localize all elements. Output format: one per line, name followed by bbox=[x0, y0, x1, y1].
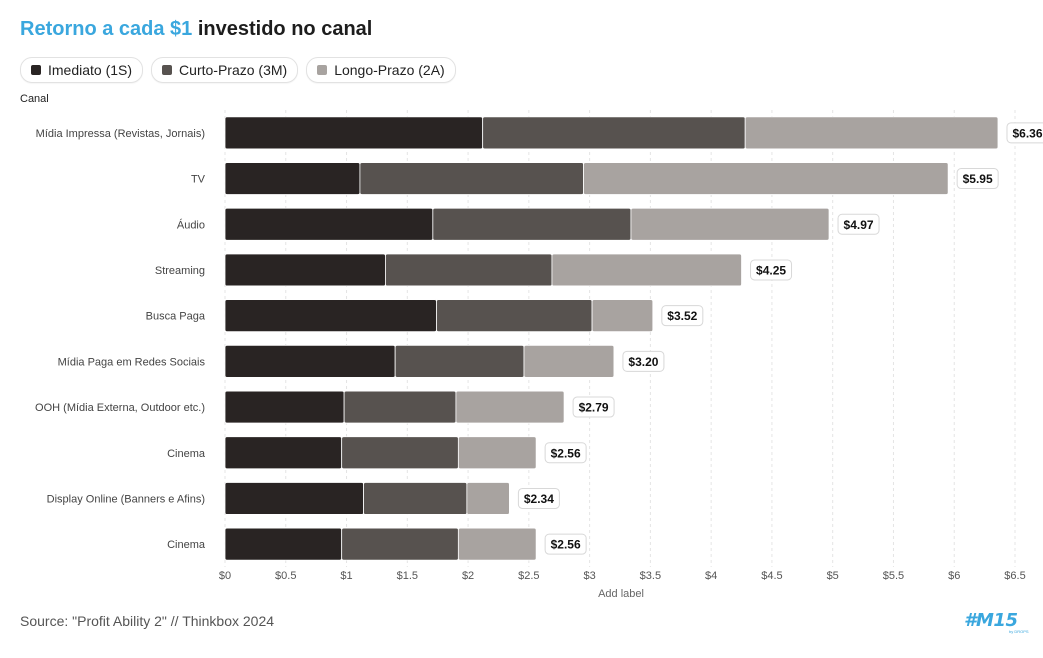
stacked-bar-chart: $0 $0.5 $1 $1.5 $2 $2.5 $3 $3.5 $4 $4.5 $5 $5.5 $6 $6… bbox=[35, 110, 1043, 600]
bar-segment bbox=[224, 253, 386, 287]
total-label-box bbox=[661, 305, 704, 327]
category-label: Cinema bbox=[167, 539, 206, 551]
total-label: $4.25 bbox=[756, 263, 786, 277]
bar-segment bbox=[551, 253, 742, 287]
bar-segment bbox=[224, 482, 364, 515]
bar-segment bbox=[523, 344, 615, 378]
chart-title: Retorno a cada $1 investido no canal bbox=[20, 18, 372, 41]
bar-segment bbox=[224, 299, 437, 333]
x-tick-label: $6.5 bbox=[1004, 570, 1025, 582]
total-label-box bbox=[750, 259, 793, 281]
x-tick-label: $1.5 bbox=[397, 570, 418, 582]
bar-segment bbox=[385, 253, 553, 287]
category-label: Streaming bbox=[155, 265, 205, 277]
x-tick-label: $5.5 bbox=[883, 570, 904, 582]
total-label-box bbox=[544, 442, 587, 464]
x-tick-label: $3 bbox=[583, 570, 595, 582]
category-label: OOH (Mídia Externa, Outdoor etc.) bbox=[35, 402, 205, 414]
total-label: $2.56 bbox=[551, 538, 581, 552]
x-tick-label: $3.5 bbox=[640, 570, 661, 582]
category-label: Busca Paga bbox=[146, 311, 206, 323]
total-label: $2.79 bbox=[579, 401, 609, 415]
total-label-box bbox=[572, 396, 615, 418]
bar-segment bbox=[457, 436, 537, 470]
bar-segment bbox=[224, 436, 343, 470]
bar-segment bbox=[224, 116, 484, 150]
bar-segment bbox=[457, 527, 537, 561]
total-label: $3.52 bbox=[667, 309, 697, 323]
total-label-box bbox=[517, 487, 560, 509]
category-label: Mídia Paga em Redes Sociais bbox=[58, 356, 206, 368]
x-tick-label: $2.5 bbox=[518, 570, 539, 582]
x-axis-label: Add label bbox=[598, 588, 644, 600]
m15-logo: #M15 bbox=[964, 610, 1018, 631]
category-label: Áudio bbox=[177, 218, 205, 231]
bar-segment bbox=[432, 207, 632, 241]
legend-item-curto-prazo[interactable]: Curto-Prazo (3M) bbox=[151, 57, 299, 83]
total-label-box bbox=[837, 213, 880, 235]
bar-segment bbox=[630, 207, 830, 241]
bar-segment bbox=[744, 116, 999, 150]
x-tick-label: $0.5 bbox=[275, 570, 296, 582]
bar-segment bbox=[224, 390, 345, 424]
bar-segment bbox=[363, 482, 468, 515]
category-label: TV bbox=[191, 174, 206, 186]
total-label: $3.20 bbox=[628, 355, 658, 369]
bar-segment bbox=[341, 527, 459, 561]
bar-segment bbox=[466, 482, 510, 515]
bar-segment bbox=[583, 162, 949, 195]
x-tick-label: $6 bbox=[948, 570, 960, 582]
bar-segment bbox=[394, 344, 525, 378]
x-tick-label: $4 bbox=[705, 570, 717, 582]
bar-segment bbox=[455, 390, 565, 424]
legend-label-longo-prazo: Longo-Prazo (2A) bbox=[334, 62, 445, 78]
legend: Imediato (1S) Curto-Prazo (3M) Longo-Pra… bbox=[20, 57, 456, 83]
chart-title-rest: investido no canal bbox=[192, 18, 373, 40]
category-label: Display Online (Banners e Afins) bbox=[47, 493, 205, 505]
total-label-box bbox=[956, 168, 999, 190]
x-tick-label: $1 bbox=[340, 570, 352, 582]
legend-item-imediato[interactable]: Imediato (1S) bbox=[20, 57, 144, 83]
bar-segment bbox=[341, 436, 459, 470]
legend-swatch-longo-prazo bbox=[317, 65, 328, 75]
bar-segment bbox=[224, 162, 361, 195]
total-label: $2.56 bbox=[551, 446, 581, 460]
legend-item-longo-prazo[interactable]: Longo-Prazo (2A) bbox=[306, 57, 456, 83]
y-axis-caption: Canal bbox=[20, 93, 49, 105]
bar-segment bbox=[224, 527, 343, 561]
total-label-box bbox=[1006, 122, 1043, 144]
total-label-box bbox=[622, 350, 665, 372]
total-label: $5.95 bbox=[963, 172, 993, 186]
total-label: $2.34 bbox=[524, 492, 554, 506]
total-label-box bbox=[544, 533, 587, 555]
x-tick-label: $2 bbox=[462, 570, 474, 582]
x-tick-label: $4.5 bbox=[761, 570, 782, 582]
bar-segment bbox=[343, 390, 457, 424]
category-label: Cinema bbox=[167, 448, 206, 460]
chart-title-accent: Retorno a cada $1 bbox=[20, 18, 193, 40]
legend-swatch-curto-prazo bbox=[162, 65, 173, 75]
legend-label-imediato: Imediato (1S) bbox=[48, 62, 133, 78]
legend-swatch-imediato bbox=[31, 65, 41, 75]
bar-segment bbox=[591, 299, 654, 333]
bar-segment bbox=[224, 207, 434, 241]
legend-label-curto-prazo: Curto-Prazo (3M) bbox=[179, 62, 288, 78]
m15-logo-sub: by DROPS bbox=[1009, 629, 1029, 634]
x-tick-label: $5 bbox=[827, 570, 839, 582]
x-tick-label: $0 bbox=[219, 570, 231, 582]
category-label: Mídia Impressa (Revistas, Jornais) bbox=[36, 128, 205, 140]
source-note: Source: "Profit Ability 2" // Thinkbox 2… bbox=[20, 613, 275, 629]
bar-segment bbox=[436, 299, 593, 333]
total-label: $4.97 bbox=[844, 218, 874, 232]
total-label: $6.36 bbox=[1012, 126, 1042, 140]
bar-segment bbox=[224, 344, 396, 378]
bar-segment bbox=[359, 162, 584, 195]
bar-segment bbox=[482, 116, 746, 150]
